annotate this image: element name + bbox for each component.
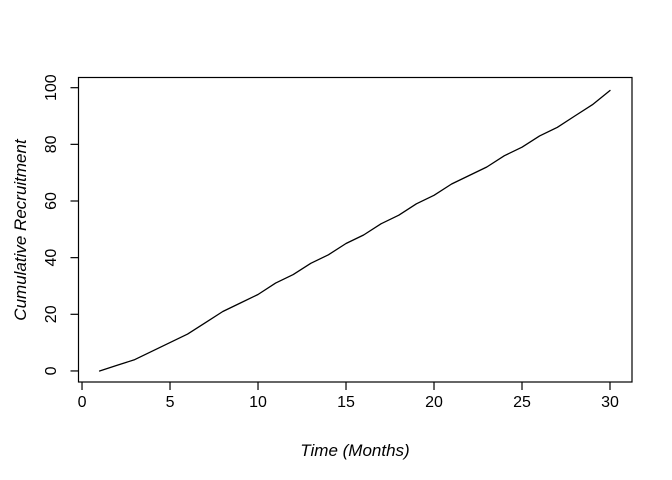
- cumulative-recruitment-line: [98, 89, 611, 372]
- x-tick-label: 10: [249, 394, 267, 411]
- y-tick-label: 0: [43, 366, 60, 375]
- x-tick-label: 0: [78, 394, 87, 411]
- y-tick-label: 60: [43, 192, 60, 210]
- y-tick-label: 40: [43, 249, 60, 267]
- y-tick-label: 100: [43, 74, 60, 101]
- x-axis: 0 5 10 15 20 25 30: [78, 382, 619, 411]
- y-axis-label: Cumulative Recruitment: [11, 138, 30, 321]
- x-tick-label: 30: [601, 394, 619, 411]
- x-axis-label: Time (Months): [300, 441, 409, 460]
- x-tick-label: 5: [166, 394, 175, 411]
- y-axis: 0 20 40 60 80 100: [43, 74, 79, 375]
- x-tick-label: 15: [337, 394, 355, 411]
- y-tick-label: 80: [43, 135, 60, 153]
- plot-box: [77, 76, 633, 383]
- x-tick-label: 20: [425, 394, 443, 411]
- x-tick-label: 25: [513, 394, 531, 411]
- y-tick-label: 20: [43, 305, 60, 323]
